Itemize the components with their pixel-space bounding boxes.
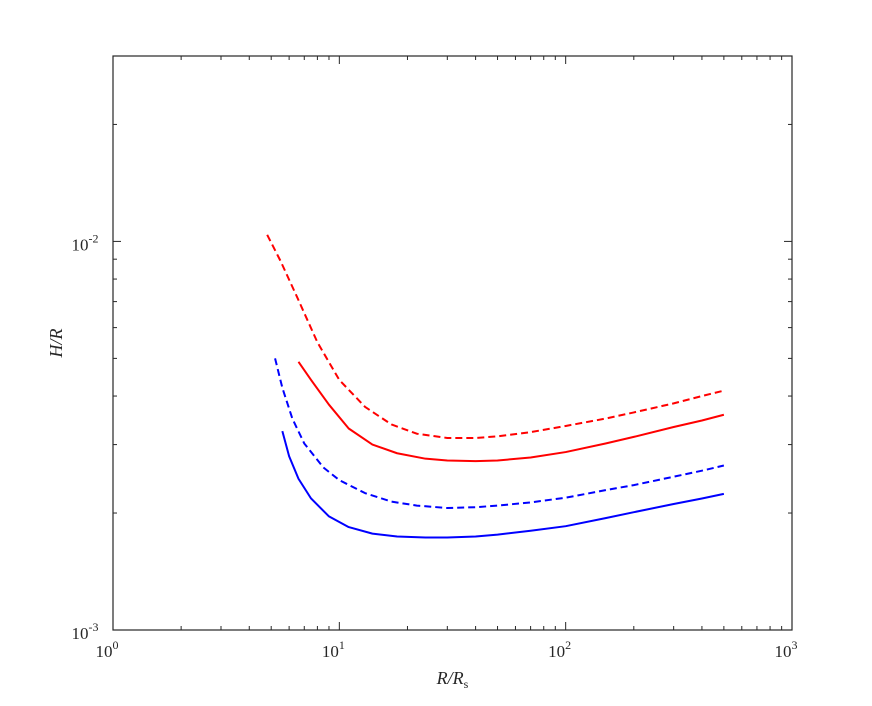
x-tick-label: 100 <box>96 638 119 661</box>
axes-box <box>112 55 793 631</box>
x-axis-label: R/Rs <box>436 668 469 691</box>
x-axis-label-subscript: s <box>464 677 469 691</box>
x-tick-label: 101 <box>322 638 345 661</box>
y-tick-label: 10-3 <box>72 620 99 643</box>
series-line-2 <box>274 358 725 510</box>
y-tick-label-base: 10 <box>72 235 89 254</box>
series-line-0 <box>266 234 725 439</box>
x-axis-label-main: R/R <box>436 668 464 688</box>
x-tick-label: 103 <box>775 638 798 661</box>
x-tick-label-exponent: 0 <box>113 638 119 652</box>
x-tick-label-exponent: 2 <box>565 638 571 652</box>
x-tick-label-base: 10 <box>548 642 565 661</box>
y-tick-label-base: 10 <box>72 624 89 643</box>
y-axis-label: H/R <box>46 329 66 359</box>
x-tick-label: 102 <box>548 638 571 661</box>
y-tick-label-exponent: -2 <box>89 231 99 245</box>
x-tick-label-base: 10 <box>775 642 792 661</box>
axis-ticks <box>112 55 793 631</box>
series-line-3 <box>281 430 725 539</box>
series-line-1 <box>297 361 725 463</box>
x-tick-label-base: 10 <box>96 642 113 661</box>
y-tick-label-exponent: -3 <box>89 620 99 634</box>
plot-lines <box>266 234 725 539</box>
x-tick-label-exponent: 3 <box>792 638 798 652</box>
x-tick-label-base: 10 <box>322 642 339 661</box>
x-tick-label-exponent: 1 <box>339 638 345 652</box>
y-tick-label: 10-2 <box>72 231 99 254</box>
